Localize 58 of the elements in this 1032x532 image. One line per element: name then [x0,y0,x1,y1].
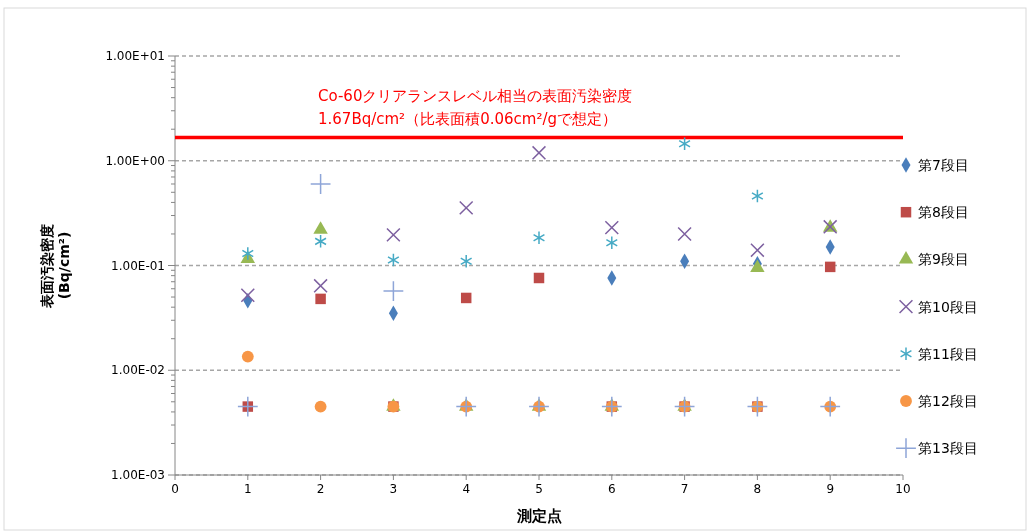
point [309,173,332,195]
legend-label: 第7段目 [918,156,969,173]
point [386,227,401,243]
x-tick-label: 2 [316,482,325,496]
point [750,243,765,258]
point [746,395,769,418]
x-tick-label: 10 [895,482,911,496]
x-tick-label: 5 [535,482,543,496]
point [460,254,473,269]
point [314,400,327,413]
point [241,350,254,363]
legend-label: 第13段目 [918,440,978,457]
point [459,200,474,216]
point [237,395,259,418]
x-tick-label: 3 [389,482,398,496]
y-tick-label: 1.00E-02 [111,363,165,378]
x-tick-label: 6 [607,482,616,496]
point [604,220,619,235]
point [751,189,764,204]
point [382,280,405,302]
point [387,252,400,267]
annotation: Co-60クリアランスレベル相当の表面汚染密度 [318,87,633,105]
point [532,230,546,245]
point [315,293,326,305]
legend-label: 第9段目 [918,251,969,268]
x-tick-label: 0 [171,482,179,496]
y-tick-label: 1.00E-03 [111,468,165,483]
point [240,288,255,303]
point [824,261,836,273]
point [528,395,550,418]
x-tick-label: 7 [680,482,689,496]
y-tick-label: 1.00E-01 [111,258,165,273]
x-tick-label: 1 [243,482,252,496]
legend-label: 第12段目 [918,392,978,409]
point [455,395,477,418]
x-tick-label: 9 [826,482,835,496]
point [460,292,472,304]
y-tick-label: 1.00E+01 [105,49,165,64]
legend-label: 第10段目 [918,298,978,315]
legend-label: 第11段目 [918,345,978,362]
point [605,235,618,250]
point [313,278,328,293]
annotation: 1.67Bq/cm²（比表面積0.06cm²/gで想定） [318,110,617,128]
point [314,234,327,249]
x-tick-label: 4 [462,482,471,496]
point [531,145,547,161]
point [678,136,691,151]
y-tick-label: 1.00E+00 [105,153,165,168]
x-axis-title: 測定点 [515,507,562,525]
point [533,272,545,284]
legend-label: 第8段目 [918,204,969,221]
y-axis-title: 表面汚染密度 (Bq/cm²) [38,223,73,309]
point [601,395,623,418]
point [677,226,692,242]
point [819,395,841,418]
x-tick-label: 8 [753,482,762,496]
point [673,395,696,418]
point [241,246,254,261]
